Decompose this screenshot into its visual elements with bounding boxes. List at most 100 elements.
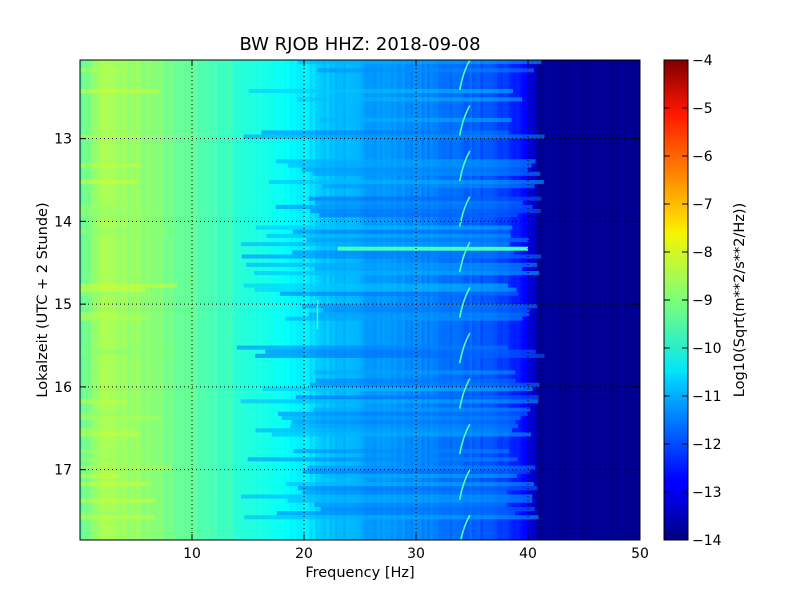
spectrogram-column [637, 60, 640, 540]
spectrogram-column [348, 60, 353, 540]
spectrogram-column [217, 60, 221, 540]
spectrogram-column [278, 60, 283, 540]
spectrogram-column [250, 60, 255, 540]
narrowband-line [458, 60, 471, 91]
spectrogram-column [508, 60, 512, 540]
colorbar-tick-label: −4 [692, 53, 713, 69]
spectrogram-row-streak [285, 482, 534, 487]
spectrogram-column [206, 60, 210, 540]
spectrogram-row-streak [276, 511, 516, 516]
spectrogram-column [542, 60, 546, 540]
spectrogram-row-streak [302, 304, 538, 309]
narrowband-line [458, 150, 471, 182]
spectrogram-row-streak [80, 399, 127, 404]
spectrogram-column [595, 60, 599, 540]
spectrogram-row-streak [254, 287, 517, 292]
spectrogram-row-streak [302, 490, 507, 495]
spectrogram-row-streak [293, 448, 510, 454]
spectrogram-row-streak [275, 159, 536, 164]
spectrogram-column [474, 60, 479, 540]
spectrogram-column [122, 60, 126, 540]
spectrogram-row-streak [80, 68, 123, 73]
spectrogram-row-streak [241, 254, 542, 259]
spectrogram-column [516, 60, 521, 540]
spectrogram-row-streak [295, 395, 539, 400]
spectrogram-row-streak [80, 208, 160, 214]
colorbar-tick-label: −5 [692, 101, 713, 117]
spectrogram-column [220, 60, 224, 540]
spectrogram-row-streak [298, 486, 538, 491]
spectrogram-column [96, 60, 101, 540]
spectrogram-row-streak [310, 208, 541, 214]
narrowband-line [458, 196, 471, 227]
spectrogram-row-streak [80, 511, 117, 516]
spectrogram-column [399, 60, 403, 540]
spectrogram-row-streak [80, 465, 172, 470]
spectrogram-row-streak [240, 399, 539, 404]
x-tick-label: 30 [407, 546, 425, 562]
spectrogram-column [421, 60, 425, 540]
spectrogram-row-streak [292, 250, 515, 255]
spectrogram-column [175, 60, 179, 540]
spectrogram-column [231, 60, 235, 540]
spectrogram-column [469, 60, 473, 540]
spectrogram-column [164, 60, 168, 540]
spectrogram-column [480, 60, 484, 540]
spectrogram-column [88, 60, 92, 540]
spectrogram-column [435, 60, 439, 540]
spectrogram-row-streak [255, 225, 513, 230]
spectrogram-column [144, 60, 148, 540]
spectrogram-column [488, 60, 493, 540]
spectrogram-row-streak [240, 242, 510, 247]
spectrogram-column [575, 60, 579, 540]
spectrogram-column [623, 60, 627, 540]
spectrogram-column [528, 60, 532, 540]
spectrogram-column [357, 60, 361, 540]
spectrogram-column [606, 60, 610, 540]
spectrogram-column [158, 60, 162, 540]
spectrogram-column [85, 60, 89, 540]
spectrogram-column [264, 60, 269, 540]
spectrogram-column [281, 60, 285, 540]
spectrogram-row-streak [288, 163, 532, 168]
spectrogram-column [110, 60, 115, 540]
spectrogram-column [592, 60, 596, 540]
y-axis-label: Lokalzeit (UTC + 2 Stunde) [35, 202, 51, 397]
spectrogram-column [329, 60, 333, 540]
spectrogram-column [589, 60, 593, 540]
spectrogram-row-streak [255, 428, 512, 433]
spectrogram-column [614, 60, 619, 540]
spectrogram-column [147, 60, 151, 540]
spectrogram-row-streak [323, 308, 530, 313]
spectrogram-row-streak [297, 60, 542, 65]
spectrogram-column [396, 60, 400, 540]
spectrogram-row-streak [281, 415, 521, 420]
x-axis-label: Frequency [Hz] [305, 565, 414, 581]
spectrogram-column [626, 60, 630, 540]
spectrogram-column [452, 60, 456, 540]
y-tick-label: 17 [54, 463, 72, 479]
spectrogram-row-streak [255, 353, 545, 358]
spectrogram-column [256, 60, 260, 540]
spectrogram-column [525, 60, 529, 540]
spectrogram-row-streak [80, 291, 118, 296]
spectrogram-row-streak [80, 473, 121, 478]
spectrogram-column [368, 60, 372, 540]
spectrogram-column [276, 60, 280, 540]
spectrogram-column [463, 60, 467, 540]
x-tick-label: 40 [519, 546, 537, 562]
spectrogram-column [402, 60, 406, 540]
colorbar-tick-label: −7 [692, 197, 713, 213]
spectrogram-column [169, 60, 173, 540]
spectrogram-column [385, 60, 389, 540]
spectrogram-column [228, 60, 232, 540]
spectrogram-row-streak [308, 312, 530, 317]
spectrogram-row-streak [307, 465, 536, 470]
narrowband-line [458, 287, 471, 318]
spectrogram-column [287, 60, 291, 540]
spectrogram-row-streak [80, 498, 156, 503]
spectrogram-column [374, 60, 378, 540]
spectrogram-row-streak [244, 515, 539, 520]
spectrogram-column [203, 60, 207, 540]
colorbar-tick-label: −13 [692, 485, 722, 501]
